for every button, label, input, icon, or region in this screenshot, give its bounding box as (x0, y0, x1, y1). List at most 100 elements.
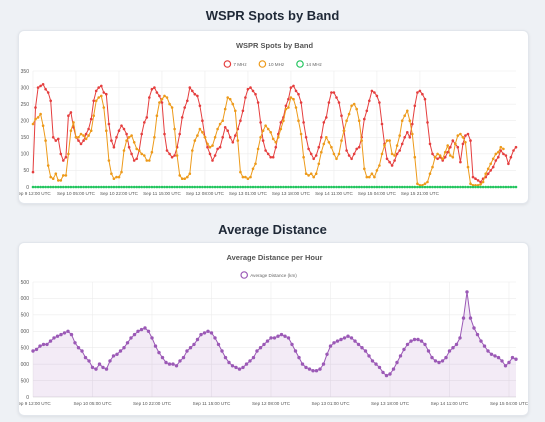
series-0-point-165 (449, 145, 452, 149)
series-0-point-104 (294, 89, 298, 93)
series-1-point-183 (494, 152, 498, 156)
series-1-point-6 (46, 164, 50, 167)
series-2-point-167 (454, 185, 457, 189)
series-2-point-101 (287, 185, 290, 189)
series-2-point-103 (292, 185, 295, 189)
series-0-point-138 (514, 357, 518, 361)
series-1-point-159 (433, 155, 437, 159)
series-2-point-130 (360, 185, 364, 189)
series-2-point-37 (125, 185, 128, 189)
series-2-point-45 (145, 185, 149, 189)
series-1-point-85 (246, 177, 250, 180)
series-2-point-184 (497, 185, 500, 189)
series-2-point-100 (284, 185, 288, 189)
series-0-point-128 (355, 147, 359, 151)
series-2-point-19 (79, 185, 83, 189)
series-2-point-144 (395, 185, 399, 189)
series-2-point-67 (201, 185, 204, 189)
series-2-point-180 (486, 185, 490, 189)
y-tick-label: 3 500 (19, 280, 29, 286)
series-0-point-94 (269, 155, 272, 159)
series-1-point-113 (317, 162, 321, 166)
series-2-point-74 (218, 185, 222, 189)
series-0-point-39 (167, 362, 172, 366)
series-0-point-72 (213, 154, 217, 157)
series-1-point-59 (180, 177, 184, 180)
section-heading-spots: WSPR Spots by Band (205, 8, 340, 23)
series-0-point-47 (195, 337, 200, 342)
series-1-point-22 (87, 134, 90, 137)
series-1-point-116 (325, 136, 328, 139)
series-0-point-60 (241, 365, 245, 370)
series-0-point-152 (416, 91, 419, 94)
series-1-point-186 (502, 147, 505, 151)
series-1-point-34 (117, 175, 121, 179)
series-0-point-170 (461, 142, 465, 146)
series-0-point-160 (436, 157, 439, 161)
series-1-point-88 (254, 162, 257, 166)
legend-label-0: Average Distance (km) (250, 273, 297, 278)
series-1-point-125 (347, 112, 351, 116)
series-2-point-122 (340, 185, 343, 189)
series-1-point-72 (213, 136, 217, 139)
series-1-point-108 (304, 172, 308, 175)
series-1-point-58 (178, 174, 181, 177)
series-0-point-36 (122, 127, 126, 131)
series-0-point-184 (497, 155, 500, 159)
series-1-point-1 (34, 117, 37, 121)
series-0-point-3 (41, 342, 46, 347)
series-2-point-26 (97, 185, 100, 189)
series-2-point-58 (178, 185, 181, 189)
series-1-point-120 (335, 157, 338, 161)
series-1-point-152 (416, 182, 419, 185)
series-0-point-19 (97, 362, 102, 366)
series-2-point-115 (322, 185, 326, 189)
series-0-point-100 (381, 370, 385, 375)
series-1-point-112 (314, 172, 318, 175)
series-0-point-169 (459, 160, 462, 164)
series-0-point-150 (411, 122, 414, 126)
series-0-point-114 (320, 136, 323, 139)
series-2-point-181 (489, 185, 493, 189)
series-1-point-31 (110, 172, 113, 175)
series-0-point-13 (76, 346, 81, 350)
series-0-point-77 (300, 362, 305, 366)
series-0-point-151 (413, 104, 417, 108)
series-1-point-7 (49, 175, 52, 179)
series-2-point-185 (499, 185, 503, 189)
series-0-point-131 (489, 352, 494, 356)
series-0-point-89 (342, 336, 347, 340)
series-2-point-157 (428, 185, 432, 189)
x-tick-label: Sep 13 01:00 UTC (229, 191, 268, 196)
series-0-point-10 (57, 137, 60, 141)
series-2-point-172 (466, 185, 470, 189)
series-0-point-0 (31, 170, 35, 174)
series-2-point-133 (368, 185, 371, 189)
series-2-point-47 (150, 185, 154, 189)
series-0-point-183 (494, 159, 498, 162)
series-2-point-136 (375, 185, 379, 189)
series-0-point-51 (209, 331, 214, 335)
series-0-point-117 (327, 101, 331, 104)
series-0-point-106 (299, 101, 303, 104)
series-2-point-7 (49, 185, 52, 189)
series-0-point-7 (49, 99, 52, 103)
series-1-point-143 (393, 154, 396, 157)
series-2-point-138 (380, 185, 384, 189)
series-0-point-110 (309, 152, 313, 156)
series-0-point-95 (271, 155, 275, 159)
series-2-point-139 (383, 185, 386, 189)
series-0-point-82 (239, 119, 242, 122)
series-2-point-85 (246, 185, 250, 189)
series-0-point-3 (39, 84, 42, 88)
series-0-point-76 (223, 126, 227, 129)
series-0-point-101 (384, 373, 389, 378)
x-tick-label: Sep 10 05:00 UTC (73, 401, 112, 406)
series-1-point-121 (337, 152, 341, 156)
series-0-point-85 (246, 87, 250, 91)
series-0-point-32 (112, 145, 116, 149)
series-1-point-182 (491, 157, 495, 161)
series-1-point-46 (148, 159, 151, 162)
series-0-point-86 (332, 341, 336, 345)
series-1-point-39 (130, 134, 133, 137)
